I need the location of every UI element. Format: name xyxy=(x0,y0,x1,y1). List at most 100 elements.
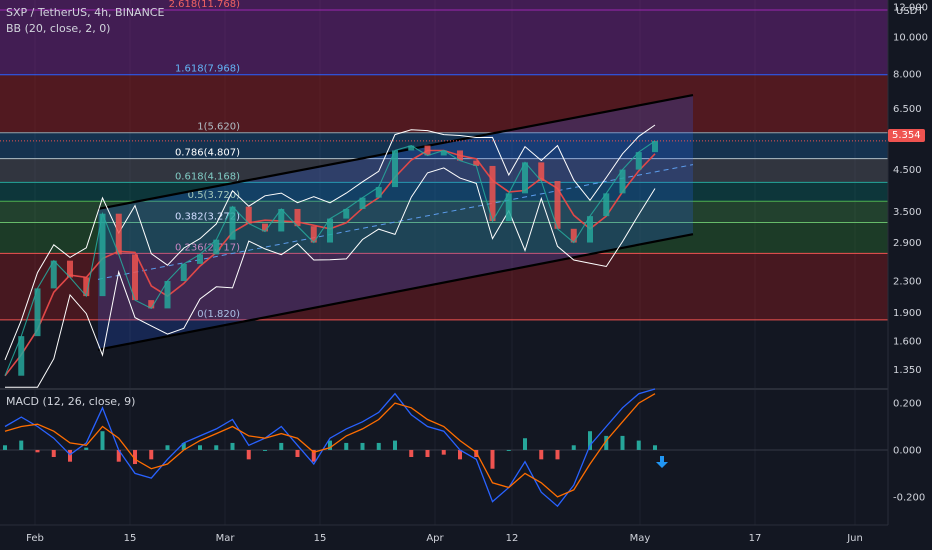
macd-histogram-bar xyxy=(198,445,202,450)
price-candle xyxy=(310,226,317,243)
price-axis-background xyxy=(888,0,932,525)
price-candle xyxy=(213,239,220,255)
time-axis-background xyxy=(0,525,932,550)
price-tick-label: 6.500 xyxy=(893,104,922,115)
price-tick-label: 1.600 xyxy=(893,337,922,348)
fib-zone xyxy=(0,0,888,75)
bb-lower-band xyxy=(5,167,656,388)
price-candle xyxy=(457,150,463,161)
macd-histogram-bar xyxy=(604,435,609,450)
fib-level-label: 2.618(11.768) xyxy=(169,0,241,10)
price-candle xyxy=(83,277,90,297)
price-candle xyxy=(570,228,577,243)
macd-histogram-bar xyxy=(328,440,332,450)
macd-histogram-bar xyxy=(344,442,349,450)
price-candle xyxy=(424,145,431,156)
price-candle xyxy=(197,254,203,264)
price-candle xyxy=(538,162,545,182)
bb-upper-band xyxy=(4,124,656,361)
macd-histogram-bar xyxy=(133,449,137,465)
fib-zone xyxy=(0,182,888,202)
symbol-legend[interactable]: SXP / TetherUS, 4h, BINANCE xyxy=(6,6,166,19)
macd-histogram-bar xyxy=(539,449,544,460)
price-candle xyxy=(99,213,106,297)
fib-zone xyxy=(0,253,888,320)
price-candle xyxy=(522,162,528,194)
time-tick-label: Feb xyxy=(26,533,44,544)
macd-histogram-bar xyxy=(409,449,414,457)
price-candle xyxy=(505,193,512,222)
price-candle xyxy=(554,181,561,229)
bb-legend[interactable]: BB (20, close, 2, 0) xyxy=(6,22,112,35)
macd-histogram-bar xyxy=(214,445,219,450)
currency-label: USDT xyxy=(896,6,924,17)
macd-histogram-bar xyxy=(19,440,24,450)
price-candle xyxy=(148,300,155,309)
symbol-title: SXP / TetherUS, 4h, BINANCE xyxy=(6,6,165,19)
fib-level-label: 1.618(7.968) xyxy=(175,64,240,75)
macd-histogram-bar xyxy=(653,445,657,450)
macd-histogram-bar xyxy=(84,447,89,450)
fib-level-label: 0(1.820) xyxy=(197,309,240,320)
price-candle xyxy=(392,150,398,188)
time-tick-label: May xyxy=(630,533,651,544)
macd-legend[interactable]: MACD (12, 26, close, 9) xyxy=(6,395,137,408)
price-tick-label: 1.900 xyxy=(893,308,922,319)
price-candle xyxy=(294,208,301,227)
macd-histogram-bar xyxy=(523,438,527,450)
time-tick-label: 15 xyxy=(124,533,137,544)
price-candle xyxy=(473,160,480,166)
macd-histogram-bar xyxy=(588,431,592,450)
macd-tick-label: 0.000 xyxy=(893,445,922,456)
price-candle xyxy=(18,336,25,376)
price-tick-label: 1.350 xyxy=(893,365,922,376)
price-candle xyxy=(164,281,171,309)
fib-level-label: 0.5(3.720) xyxy=(188,190,240,201)
fib-zone xyxy=(0,74,888,133)
macd-tick-label: 0.200 xyxy=(893,399,922,410)
price-candle xyxy=(245,206,252,224)
macd-histogram-bar xyxy=(620,435,625,450)
time-tick-label: Apr xyxy=(426,533,444,544)
fib-level-label: 0.786(4.807) xyxy=(175,148,240,159)
macd-histogram-bar xyxy=(393,440,397,450)
macd-histogram-bar xyxy=(555,449,560,460)
fib-zone xyxy=(0,222,888,254)
last-price-badge: 5.354 xyxy=(888,129,925,142)
macd-histogram-bar xyxy=(181,442,186,450)
price-candle xyxy=(34,288,41,337)
macd-histogram-bar xyxy=(295,449,300,457)
price-close-line xyxy=(4,140,656,376)
macd-histogram-bar xyxy=(149,449,154,460)
price-candle xyxy=(132,254,138,301)
price-candle xyxy=(327,218,333,243)
time-axis[interactable]: Feb 15 Mar 15 Apr 12 May 17 Jun xyxy=(0,524,932,550)
macd-axis[interactable]: 0.200 0.000 -0.200 xyxy=(893,399,925,504)
macd-histogram-bar xyxy=(35,449,40,453)
macd-histogram-bar xyxy=(246,449,251,460)
fibonacci-retracement[interactable]: 2.618(11.768) 1.618(7.968) 1(5.620) 0.786(4… xyxy=(0,0,888,321)
price-tick-label: 10.000 xyxy=(893,33,928,44)
price-candle xyxy=(587,216,593,243)
price-candle xyxy=(652,140,658,153)
macd-histogram-bar xyxy=(279,442,284,450)
price-candle xyxy=(180,263,187,282)
price-candle xyxy=(343,208,350,219)
macd-histogram-bar xyxy=(636,440,641,450)
macd-histogram-bar xyxy=(571,445,576,450)
price-candle xyxy=(489,165,496,222)
channel-fill xyxy=(98,95,693,350)
time-tick-label: 12 xyxy=(506,533,519,544)
price-candle xyxy=(229,206,236,240)
macd-histogram-bar xyxy=(376,442,381,450)
price-axis[interactable]: 12.00010.0008.0006.5005.5004.5003.5002.9… xyxy=(887,0,932,525)
macd-histogram-bar xyxy=(311,449,316,462)
fib-zone xyxy=(0,201,888,223)
price-candle xyxy=(278,208,285,232)
grid-lines xyxy=(34,0,856,525)
price-candle xyxy=(359,197,366,209)
macd-histogram-bar xyxy=(506,449,511,451)
price-candle xyxy=(408,145,415,151)
